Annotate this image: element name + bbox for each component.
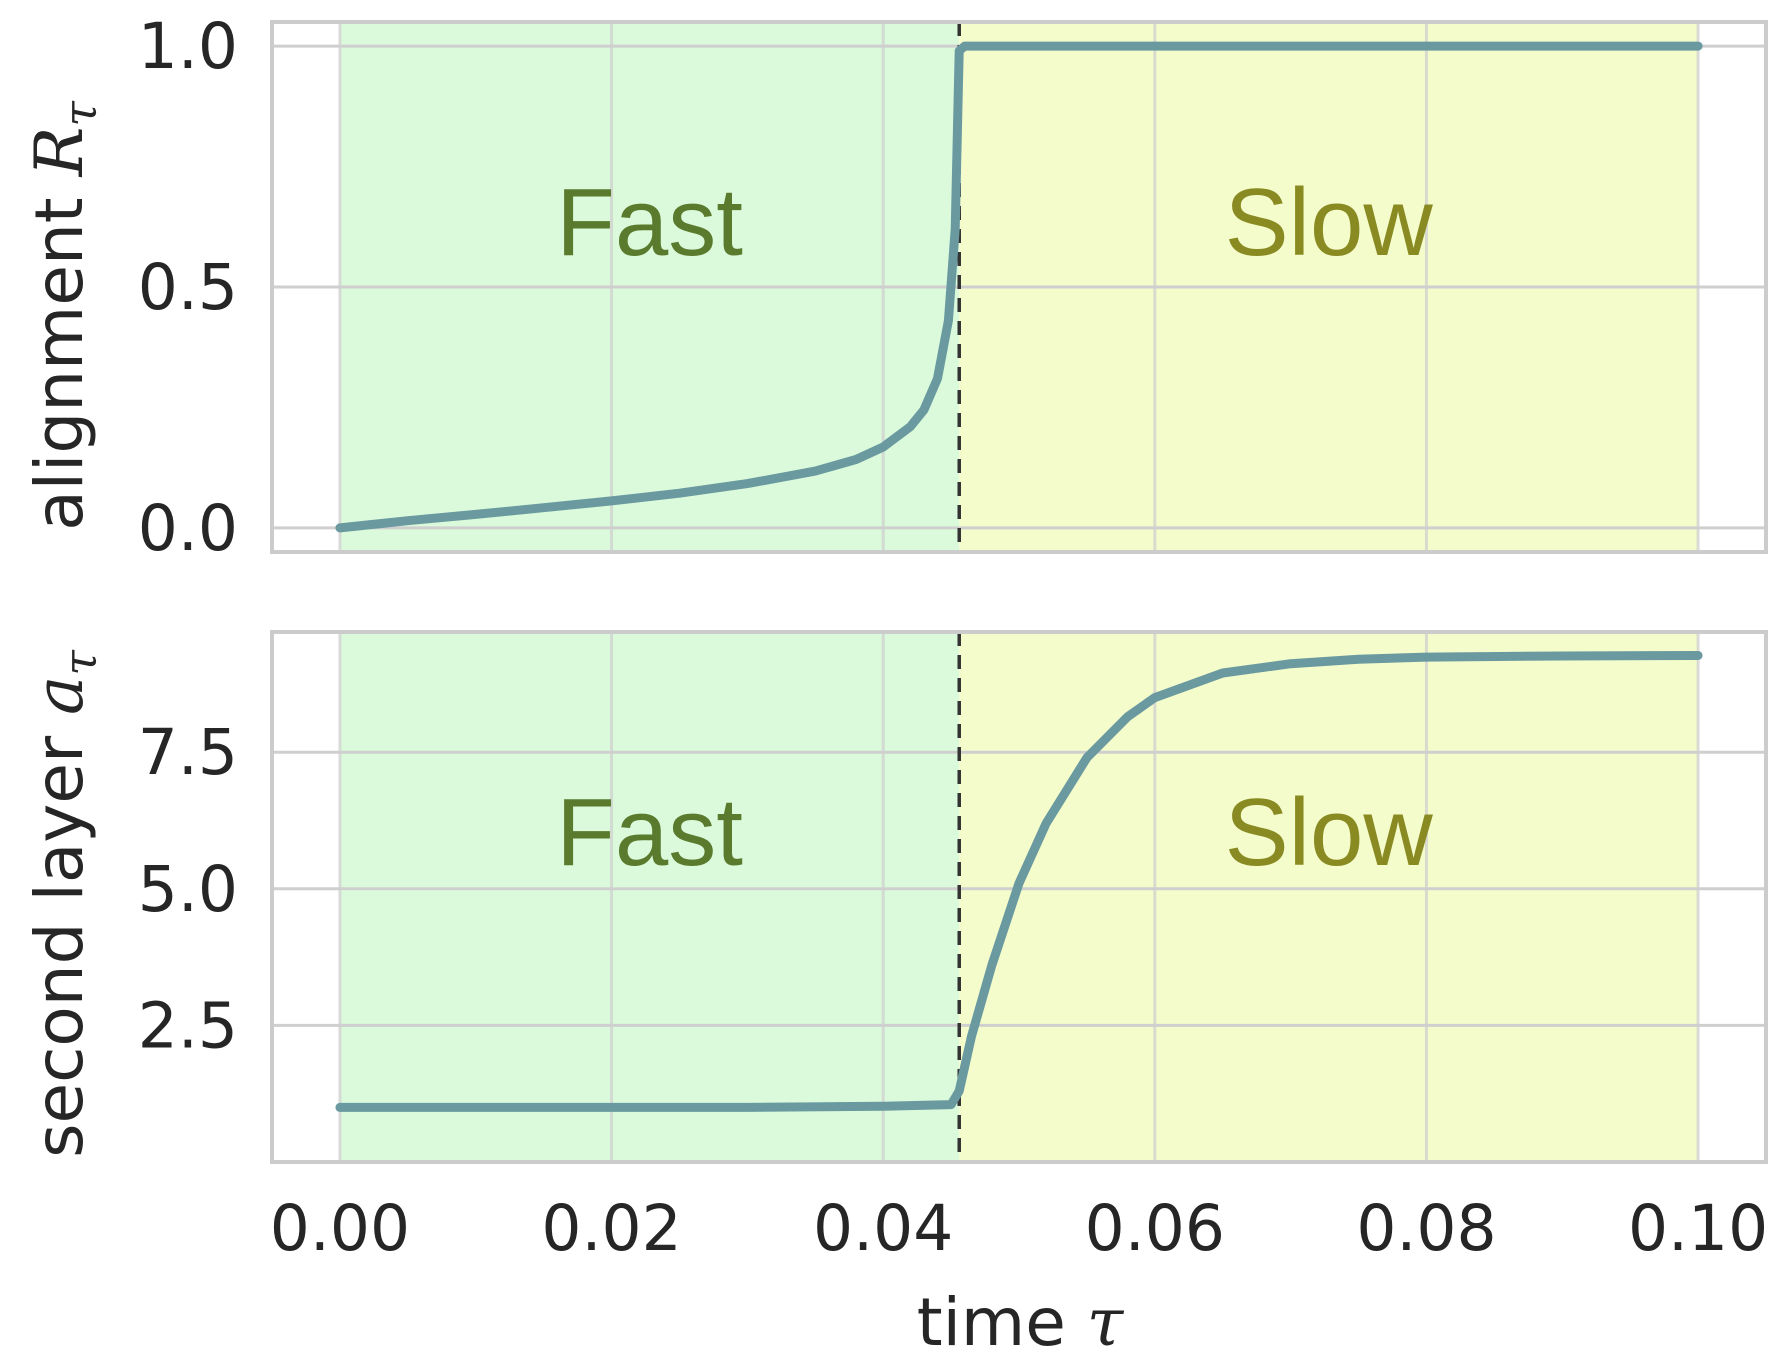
bottom-region-slow — [959, 632, 1699, 1162]
top-y-tick-label: 1.0 — [138, 10, 238, 83]
bottom-panel: 2.5 5.0 7.5 Fast Slow — [138, 630, 1768, 1164]
top-series-line — [335, 41, 1703, 533]
top-y-tick-label: 0.5 — [138, 251, 238, 324]
bottom-y-tick-label: 2.5 — [138, 989, 238, 1062]
x-tick-label: 0.10 — [1628, 1192, 1768, 1265]
bottom-region-fast — [339, 632, 960, 1162]
x-tick-label: 0.04 — [813, 1192, 953, 1265]
top-panel: 0.0 0.5 1.0 Fast Slow — [138, 10, 1768, 565]
top-y-axis-label-symbol: R — [21, 127, 98, 178]
bottom-region-label-slow: Slow — [1225, 779, 1434, 886]
x-tick-label: 0.08 — [1356, 1192, 1496, 1265]
top-region-label-slow: Slow — [1225, 169, 1434, 276]
bottom-y-tick-label: 5.0 — [138, 853, 238, 926]
x-tick-label: 0.00 — [270, 1192, 410, 1265]
bottom-y-axis-label-symbol: a — [21, 676, 98, 715]
top-plot-frame — [270, 20, 1768, 554]
bottom-y-axis-label-text: second layer — [21, 715, 98, 1158]
x-axis: 0.00 0.02 0.04 0.06 0.08 0.10 — [270, 1192, 1768, 1265]
x-tick-label: 0.06 — [1085, 1192, 1225, 1265]
x-axis-label-text: time — [917, 1284, 1087, 1361]
top-y-tick-label: 0.0 — [138, 492, 238, 565]
x-axis-label-symbol: τ — [1087, 1284, 1125, 1361]
bottom-series-line — [335, 651, 1703, 1112]
bottom-region-label-fast: Fast — [556, 779, 743, 886]
bottom-plot-frame — [270, 630, 1768, 1164]
bottom-y-axis-label: second layer aτ — [21, 649, 107, 1158]
x-axis-label: time τ — [917, 1284, 1125, 1361]
top-y-axis-label-sub: τ — [53, 100, 107, 127]
bottom-y-axis-label-sub: τ — [53, 649, 107, 676]
top-y-axis-label: alignment Rτ — [21, 100, 107, 531]
bottom-y-tick-label: 7.5 — [138, 716, 238, 789]
top-region-label-fast: Fast — [556, 169, 743, 276]
top-y-axis-label-text: alignment — [21, 176, 98, 530]
x-tick-label: 0.02 — [541, 1192, 681, 1265]
